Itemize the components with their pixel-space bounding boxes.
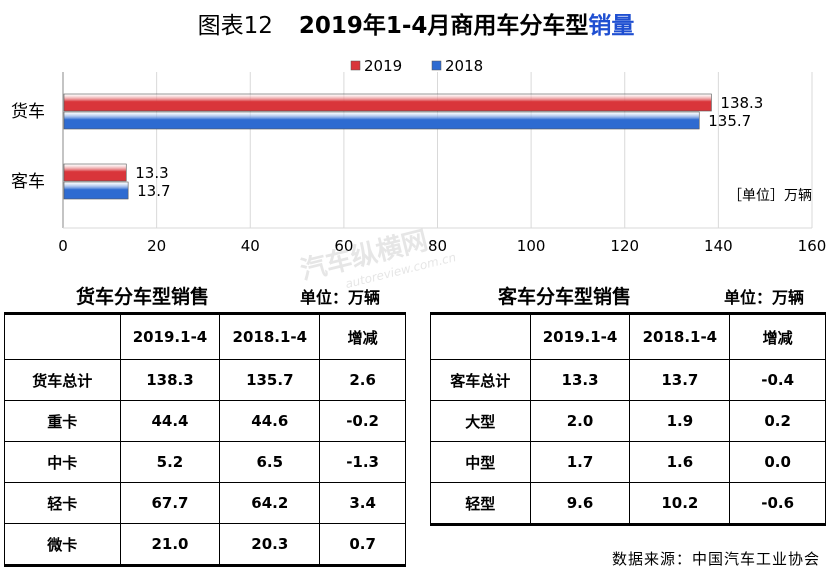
truck-table-cell: 2.6 (319, 359, 406, 401)
truck-table-cell: -1.3 (319, 441, 406, 483)
x-tick-label: 80 (428, 237, 447, 255)
legend-label: 2018 (445, 57, 483, 75)
truck-table-cell: 21.0 (119, 523, 221, 566)
data-source: 数据来源：中国汽车工业协会 (611, 550, 820, 568)
bus-table-row: 客车总计 13.3 13.7 -0.4 (430, 359, 826, 401)
bus-table-cell: 10.2 (629, 482, 731, 525)
x-tick-label: 40 (241, 237, 260, 255)
truck-table-cell: 微卡 (4, 523, 121, 566)
x-tick-label: 20 (147, 237, 166, 255)
truck-table-row: 微卡 21.0 20.3 0.7 (4, 523, 406, 566)
bus-table-cell: 1.7 (529, 441, 631, 483)
truck-table-row: 轻卡 67.7 64.2 3.4 (4, 482, 406, 524)
title-highlight: 销量 (588, 13, 635, 39)
bus-table-cell: -0.6 (729, 482, 826, 525)
bus-table-row: 大型 2.0 1.9 0.2 (430, 400, 826, 442)
x-tick-label: 0 (58, 237, 68, 255)
bus-table-cell: 0.2 (729, 400, 826, 442)
truck-table-cell: 5.2 (119, 441, 221, 483)
legend-swatch (431, 60, 442, 71)
truck-table-header-row: 2019.1-4 2018.1-4 增减 (4, 313, 406, 360)
truck-table-cell: 3.4 (319, 482, 406, 524)
bus-table-header-cell: 增减 (729, 313, 826, 360)
bar-2018 (63, 111, 700, 130)
truck-table-cell: 中卡 (4, 441, 121, 483)
x-tick-label: 100 (517, 237, 546, 255)
x-tick-label: 60 (334, 237, 353, 255)
truck-table-cell: 货车总计 (4, 359, 121, 401)
bus-table-cell: 1.6 (629, 441, 731, 483)
truck-table-cell: 轻卡 (4, 482, 121, 524)
truck-table-header-cell: 2018.1-4 (219, 313, 321, 360)
unit-label: ［单位］万辆 (728, 188, 812, 204)
figure-number: 图表12 (197, 13, 273, 39)
x-tick-label: 160 (798, 237, 827, 255)
bus-table-unit: 单位：万辆 (724, 288, 805, 307)
truck-table-cell: 重卡 (4, 400, 121, 442)
bus-table-cell: 0.0 (729, 441, 826, 483)
bus-sales-table: 2019.1-4 2018.1-4 增减 客车总计 13.3 13.7 -0.4 大型 2.0 1… (430, 312, 826, 526)
bus-table-cell: 轻型 (430, 482, 531, 525)
truck-table-cell: 0.7 (319, 523, 406, 566)
truck-table-row: 中卡 5.2 6.5 -1.3 (4, 441, 406, 483)
bus-table-cell: 中型 (430, 441, 531, 483)
legend-swatch (350, 60, 361, 71)
bus-table-cell: -0.4 (729, 359, 826, 401)
truck-table-cell: 44.4 (119, 400, 221, 442)
category-label: 货车 (11, 102, 45, 122)
bus-table-header-cell: 2019.1-4 (529, 313, 631, 360)
bar-2019 (63, 93, 712, 112)
category-label: 客车 (11, 172, 45, 192)
bus-table-header-row: 2019.1-4 2018.1-4 增减 (430, 313, 826, 360)
truck-table-cell: 6.5 (219, 441, 321, 483)
truck-table-cell: 20.3 (219, 523, 321, 566)
bus-table-header-cell (430, 313, 531, 360)
data-label: 13.3 (135, 164, 168, 182)
truck-table-header-cell: 2019.1-4 (119, 313, 221, 360)
bus-table-cell: 2.0 (529, 400, 631, 442)
data-label: 13.7 (137, 182, 170, 200)
bus-table-title: 客车分车型销售 (498, 286, 632, 308)
truck-table-cell: 64.2 (219, 482, 321, 524)
truck-table-title: 货车分车型销售 (76, 286, 210, 308)
chart-title: 图表12 2019年1-4月商用车分车型销量 (0, 6, 832, 40)
truck-table-cell: 44.6 (219, 400, 321, 442)
bar-2018 (63, 181, 129, 200)
title-main: 2019年1-4月商用车分车型 (298, 13, 589, 39)
bus-table-cell: 13.3 (529, 359, 631, 401)
x-tick-label: 140 (704, 237, 733, 255)
data-label: 138.3 (720, 94, 763, 112)
truck-table-cell: 138.3 (119, 359, 221, 401)
bus-table-cell: 1.9 (629, 400, 731, 442)
bar-2019 (63, 163, 127, 182)
x-tick-label: 120 (610, 237, 639, 255)
truck-table-row: 重卡 44.4 44.6 -0.2 (4, 400, 406, 442)
bus-table-cell: 大型 (430, 400, 531, 442)
truck-table-header-cell (4, 313, 121, 360)
data-label: 135.7 (708, 112, 751, 130)
truck-table-cell: 135.7 (219, 359, 321, 401)
bus-table-row: 轻型 9.6 10.2 -0.6 (430, 482, 826, 525)
bus-table-header-cell: 2018.1-4 (629, 313, 731, 360)
bus-table-cell: 客车总计 (430, 359, 531, 401)
truck-table-cell: 67.7 (119, 482, 221, 524)
truck-table-cell: -0.2 (319, 400, 406, 442)
truck-table-row: 货车总计 138.3 135.7 2.6 (4, 359, 406, 401)
bus-table-cell: 9.6 (529, 482, 631, 525)
truck-table-header-cell: 增减 (319, 313, 406, 360)
bus-table-row: 中型 1.7 1.6 0.0 (430, 441, 826, 483)
truck-table-unit: 单位：万辆 (300, 288, 381, 307)
bus-table-cell: 13.7 (629, 359, 731, 401)
legend-label: 2019 (364, 57, 402, 75)
truck-sales-table: 2019.1-4 2018.1-4 增减 货车总计 138.3 135.7 2.6 重卡 44.… (4, 312, 406, 567)
